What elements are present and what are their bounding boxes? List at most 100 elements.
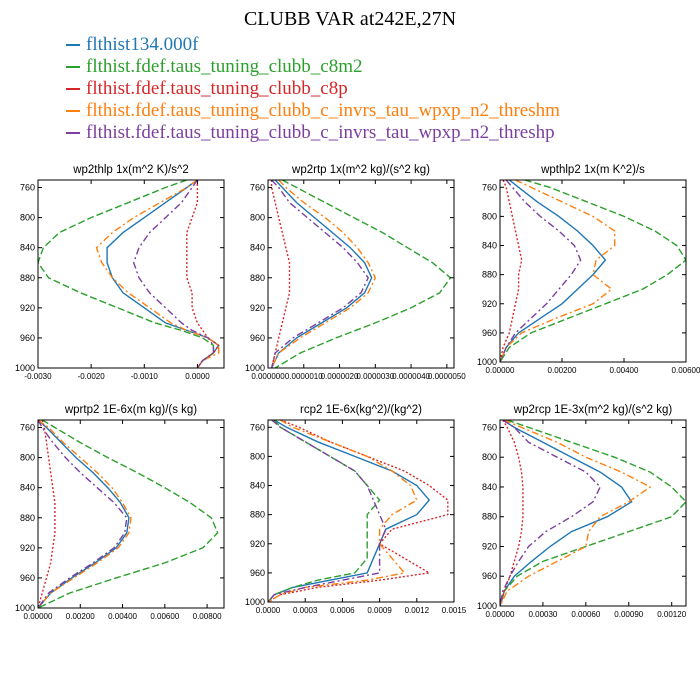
y-tick-label: 880: [20, 513, 35, 523]
panel-title: wprtp2 1E-6x(m kg)/(s kg): [64, 404, 197, 416]
series-line: [38, 420, 130, 608]
panel-title: rcp2 1E-6x(kg^2)/(kg^2): [300, 404, 422, 416]
x-tick-label: 0.00090: [614, 610, 643, 619]
panel-6: wp2rcp 1E-3x(m^2 kg)/(s^2 kg) 760 800 840 88…: [477, 404, 687, 619]
series-line: [268, 420, 431, 602]
y-tick-label: 800: [250, 213, 265, 223]
legend: flthist134.000f flthist.fdef.taus_tuning…: [66, 34, 560, 144]
x-tick-label: -0.0030: [24, 372, 52, 381]
legend-swatch: [66, 88, 80, 90]
x-tick-label: 0.0015: [442, 606, 467, 615]
series-line: [500, 420, 686, 606]
legend-entry: flthist.fdef.taus_tuning_clubb_c8p: [66, 78, 560, 100]
series-line: [270, 180, 291, 368]
y-tick-label: 960: [250, 333, 265, 343]
x-tick-label: -0.0010: [131, 372, 159, 381]
legend-swatch: [66, 110, 80, 112]
series-line: [132, 180, 215, 368]
y-tick-label: 1000: [245, 597, 265, 607]
y-tick-label: 920: [20, 543, 35, 553]
series-line: [500, 420, 652, 606]
y-tick-label: 1000: [15, 603, 35, 613]
panel-3: wpthlp2 1x(m K^2)/s 760 800 840 880 920 960 100…: [477, 164, 700, 375]
series-line: [268, 420, 381, 602]
x-tick-label: -0.0020: [78, 372, 106, 381]
y-tick-label: 840: [482, 241, 497, 251]
x-tick-label: 0.0006: [330, 606, 355, 615]
plot-frame: [37, 179, 225, 369]
series-line: [500, 420, 602, 606]
legend-label: flthist134.000f: [86, 34, 199, 55]
y-tick-label: 960: [482, 571, 497, 581]
y-tick-label: 960: [20, 573, 35, 583]
series-line: [500, 420, 633, 606]
x-tick-label: 0.00400: [610, 366, 639, 375]
y-tick-label: 960: [250, 568, 265, 578]
x-tick-label: 0.00200: [66, 612, 95, 621]
y-tick-label: 760: [20, 183, 35, 193]
x-tick-label: 0.0000050: [428, 372, 466, 381]
x-tick-label: 0.00600: [150, 612, 179, 621]
x-tick-label: 0.0000: [185, 372, 210, 381]
panel-5: rcp2 1E-6x(kg^2)/(kg^2) 760 800 840 880 920 96…: [245, 404, 467, 615]
legend-entry: flthist134.000f: [66, 34, 560, 56]
series-line: [38, 420, 219, 608]
y-tick-label: 1000: [15, 363, 35, 373]
series-line: [38, 420, 56, 608]
legend-entry: flthist.fdef.taus_tuning_clubb_c_invrs_t…: [66, 122, 560, 144]
series-line: [500, 420, 524, 606]
y-tick-label: 840: [20, 483, 35, 493]
panel-title: wpthlp2 1x(m K^2)/s: [540, 164, 645, 176]
y-tick-label: 920: [250, 539, 265, 549]
figure-title: CLUBB VAR at242E,27N: [243, 8, 457, 30]
y-tick-label: 800: [482, 211, 497, 221]
x-tick-label: 0.0000010: [285, 372, 323, 381]
series-line: [500, 180, 686, 362]
y-tick-label: 920: [482, 299, 497, 309]
y-tick-label: 1000: [477, 601, 497, 611]
y-tick-label: 960: [20, 333, 35, 343]
x-tick-label: 0.0000: [256, 606, 281, 615]
y-tick-label: 880: [250, 510, 265, 520]
series-line: [95, 180, 220, 368]
series-line: [500, 180, 523, 362]
series-line: [106, 180, 220, 368]
y-tick-label: 840: [250, 481, 265, 491]
series-line: [500, 180, 582, 362]
series-line: [500, 180, 607, 362]
legend-label: flthist.fdef.taus_tuning_clubb_c_invrs_t…: [86, 122, 555, 143]
x-tick-label: 0.00000: [486, 610, 515, 619]
x-tick-label: 0.00060: [571, 610, 600, 619]
y-tick-label: 840: [482, 482, 497, 492]
panel-title: wp2thlp 1x(m^2 K)/s^2: [72, 164, 189, 176]
y-tick-label: 1000: [477, 357, 497, 367]
series-line: [270, 180, 377, 368]
legend-swatch: [66, 132, 80, 134]
x-tick-label: 0.0012: [405, 606, 430, 615]
x-tick-label: 0.00120: [657, 610, 686, 619]
legend-swatch: [66, 66, 80, 68]
y-tick-label: 880: [482, 512, 497, 522]
legend-label: flthist.fdef.taus_tuning_clubb_c_invrs_t…: [86, 100, 560, 121]
x-tick-label: 0.00030: [528, 610, 557, 619]
plot-frame: [267, 179, 455, 369]
y-tick-label: 760: [482, 182, 497, 192]
legend-label: flthist.fdef.taus_tuning_clubb_c8p: [86, 78, 348, 99]
x-tick-label: 0.00000: [24, 612, 53, 621]
legend-entry: flthist.fdef.taus_tuning_clubb_c_invrs_t…: [66, 100, 560, 122]
panel-4: wprtp2 1E-6x(m kg)/(s kg) 760 800 840 880 920…: [15, 404, 225, 621]
series-line: [270, 180, 373, 368]
series-line: [38, 420, 128, 608]
y-tick-label: 800: [250, 451, 265, 461]
y-tick-label: 920: [482, 541, 497, 551]
x-tick-label: 0.0000030: [356, 372, 394, 381]
panel-title: wp2rtp 1x(m^2 kg)/(s^2 kg): [291, 164, 430, 176]
y-tick-label: 1000: [245, 363, 265, 373]
panel-title: wp2rcp 1E-3x(m^2 kg)/(s^2 kg): [513, 404, 673, 416]
legend-entry: flthist.fdef.taus_tuning_clubb_c8m2: [66, 56, 560, 78]
x-tick-label: 0.00600: [672, 366, 700, 375]
series-line: [270, 180, 370, 368]
x-tick-label: 0.00000: [486, 366, 515, 375]
y-tick-label: 880: [482, 270, 497, 280]
